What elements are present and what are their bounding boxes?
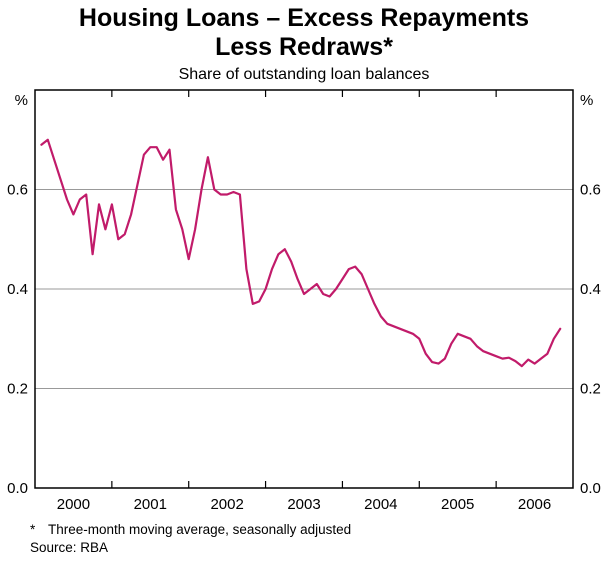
plot-border	[34, 89, 574, 489]
x-axis-label: 2005	[441, 496, 474, 513]
y-axis-label-right: 0.2	[580, 381, 601, 398]
x-axis-label: 2006	[518, 496, 551, 513]
y-axis-label-left: 0.0	[7, 480, 28, 497]
y-axis-label-left: 0.4	[7, 281, 28, 298]
chart-title-line2: Less Redraws*	[215, 33, 393, 61]
y-axis-label-right: 0.0	[580, 480, 601, 497]
x-axis-label: 2003	[287, 496, 320, 513]
x-axis-label: 2004	[364, 496, 397, 513]
y-axis-unit-left: %	[15, 92, 28, 109]
y-axis-label-left: 0.6	[7, 182, 28, 199]
chart-subtitle: Share of outstanding loan balances	[178, 66, 430, 83]
y-axis-label-right: 0.4	[580, 281, 601, 298]
y-axis-unit-right: %	[580, 92, 593, 109]
y-axis-label-right: 0.6	[580, 182, 601, 199]
chart-title-line1: Housing Loans – Excess Repayments	[78, 4, 530, 32]
x-axis-label: 2001	[134, 496, 167, 513]
series-line	[40, 138, 562, 368]
footnote-text: Three-month moving average, seasonally a…	[48, 522, 352, 537]
x-axis-label: 2000	[57, 496, 90, 513]
footnote-marker: *	[30, 522, 36, 537]
x-axis-label: 2002	[210, 496, 243, 513]
footnote: * Three-month moving average, seasonally …	[30, 521, 351, 539]
chart-footer: * Three-month moving average, seasonally …	[30, 521, 351, 557]
y-axis-label-left: 0.2	[7, 381, 28, 398]
chart-header: Housing Loans – Excess Repayments Less R…	[0, 4, 608, 85]
source-text: Source: RBA	[30, 540, 109, 555]
